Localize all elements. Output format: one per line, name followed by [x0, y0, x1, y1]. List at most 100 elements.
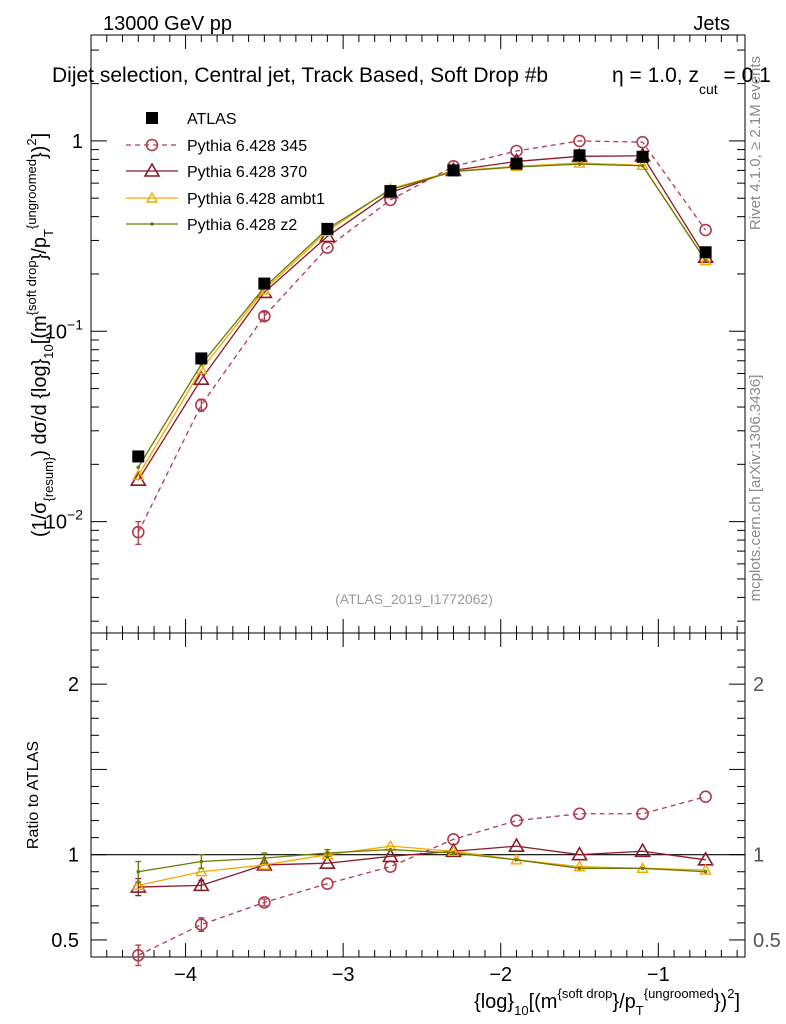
series-atlas: [132, 149, 712, 463]
series-line-z2: [137, 163, 707, 468]
data-point-p345: [258, 896, 271, 909]
data-point-p370: [571, 846, 588, 861]
data-point-p370: [318, 854, 336, 870]
data-point-z2: [136, 465, 141, 470]
title-right-suffix: = 0.1: [718, 64, 771, 87]
data-point-atlas: [258, 277, 271, 290]
data-point-ambt1: [573, 156, 586, 168]
data-point-ambt1: [447, 844, 460, 856]
series-line-ambt1: [138, 845, 706, 887]
series-line-p370: [138, 845, 706, 888]
data-point-ambt1: [573, 860, 586, 872]
data-point-z2: [262, 856, 267, 860]
series-z2-ratio: [135, 847, 708, 883]
legend-label: Pythia 6.428 z2: [187, 217, 297, 234]
data-point-z2: [451, 851, 456, 855]
y-tick-exponent: −1: [67, 316, 83, 332]
data-point-p370: [634, 842, 651, 858]
ratio-y-tick-label: 2: [68, 674, 79, 696]
ratio-y-tick-label-right: 1: [753, 845, 764, 867]
y-tick-label: 10−1: [45, 316, 83, 343]
data-point-z2: [640, 866, 645, 871]
title-right-prefix: η = 1.0, z: [612, 64, 699, 87]
data-point-p345: [510, 814, 523, 827]
legend-marker: [145, 191, 159, 203]
data-point-z2: [577, 162, 582, 166]
data-point-p370: [192, 876, 210, 892]
x-axis-label: {log}10[(m{soft drop}/pT{ungroomed})2]: [474, 986, 740, 1018]
y-tick-base: 10: [45, 321, 67, 343]
data-point-p345: [131, 525, 145, 539]
data-point-z2: [703, 869, 708, 874]
ratio-y-tick-label-right: 0.5: [753, 930, 781, 952]
mcplots-label: mcplots.cern.ch [arXiv:1306.3436]: [747, 375, 764, 602]
header-left: 13000 GeV pp: [103, 13, 232, 35]
series-line-p370: [137, 155, 707, 481]
title-left: Dijet selection, Central jet, Track Base…: [52, 64, 548, 87]
data-point-atlas: [510, 157, 523, 170]
data-point-ambt1: [699, 863, 712, 875]
series-p370-ratio: [129, 837, 714, 897]
data-point-p370: [382, 847, 399, 863]
data-point-p345: [636, 807, 649, 821]
title-right: η = 1.0, zcut = 0.1: [612, 64, 771, 97]
data-point-atlas: [699, 246, 712, 259]
x-tick-label: −1: [647, 964, 670, 986]
legend: ATLAS Pythia 6.428 345 Pythia 6.428 370 Pyt…: [126, 111, 325, 234]
data-point-p370: [508, 837, 525, 852]
data-point-ambt1: [132, 878, 145, 891]
data-point-p345: [195, 918, 208, 931]
x-tick-label: −3: [332, 964, 355, 986]
header-right: Jets: [693, 13, 730, 35]
data-point-p345: [573, 134, 586, 148]
data-point-p345: [258, 309, 271, 323]
legend-entry-atlas: ATLAS: [146, 111, 237, 128]
y-tick-label: 1: [72, 131, 83, 153]
main-panel: 10−210−11: [45, 34, 746, 634]
main-y-label-text: (1/σ{resum}) dσ/d {log}10[(m{soft drop}/…: [24, 133, 56, 537]
series-z2: [136, 162, 708, 470]
data-point-p370: [192, 370, 210, 386]
data-point-atlas: [636, 150, 649, 163]
data-point-p345: [699, 790, 712, 804]
data-point-ambt1: [321, 848, 334, 860]
data-point-p345: [510, 144, 523, 158]
data-point-p345: [699, 223, 712, 237]
y-tick-exponent: −2: [67, 507, 83, 523]
data-point-z2: [325, 851, 330, 855]
analysis-tag: (ATLAS_2019_I1772062): [335, 591, 493, 607]
legend-label: ATLAS: [187, 111, 237, 128]
data-point-p345: [384, 860, 397, 873]
panel-title: Dijet selection, Central jet, Track Base…: [52, 64, 771, 97]
ratio-y-tick-label: 0.5: [51, 930, 79, 952]
legend-entry-z2: Pythia 6.428 z2: [126, 217, 297, 234]
legend-label: Pythia 6.428 ambt1: [187, 191, 325, 208]
series-ambt1-ratio: [132, 839, 712, 891]
ratio-y-tick-label: 1: [68, 845, 79, 867]
y-tick-label: 10−2: [45, 507, 83, 534]
legend-entry-p370: Pythia 6.428 370: [126, 162, 307, 181]
data-point-p345: [321, 877, 334, 890]
data-point-ambt1: [636, 158, 649, 170]
series-p345-ratio: [131, 790, 712, 967]
legend-entry-ambt1: Pythia 6.428 ambt1: [126, 191, 325, 208]
ratio-frame: [90, 632, 746, 958]
legend-marker: [143, 162, 161, 177]
title-subscript: cut: [699, 81, 718, 97]
legend-marker: [150, 222, 154, 226]
data-point-atlas: [195, 352, 208, 365]
data-point-p345: [573, 807, 586, 821]
series-line-p345: [137, 796, 706, 956]
data-point-z2: [514, 858, 519, 862]
data-point-atlas: [573, 149, 586, 162]
data-point-p370: [445, 842, 462, 858]
legend-marker: [146, 112, 158, 124]
series-line-z2: [138, 848, 706, 873]
legend-entry-p345: Pythia 6.428 345: [126, 138, 307, 155]
main-y-axis-label: (1/σ{resum}) dσ/d {log}10[(m{soft drop}/…: [24, 133, 56, 537]
data-point-z2: [640, 163, 645, 168]
x-tick-label: −2: [489, 964, 512, 986]
data-point-z2: [388, 847, 393, 852]
legend-label: Pythia 6.428 370: [187, 164, 307, 181]
